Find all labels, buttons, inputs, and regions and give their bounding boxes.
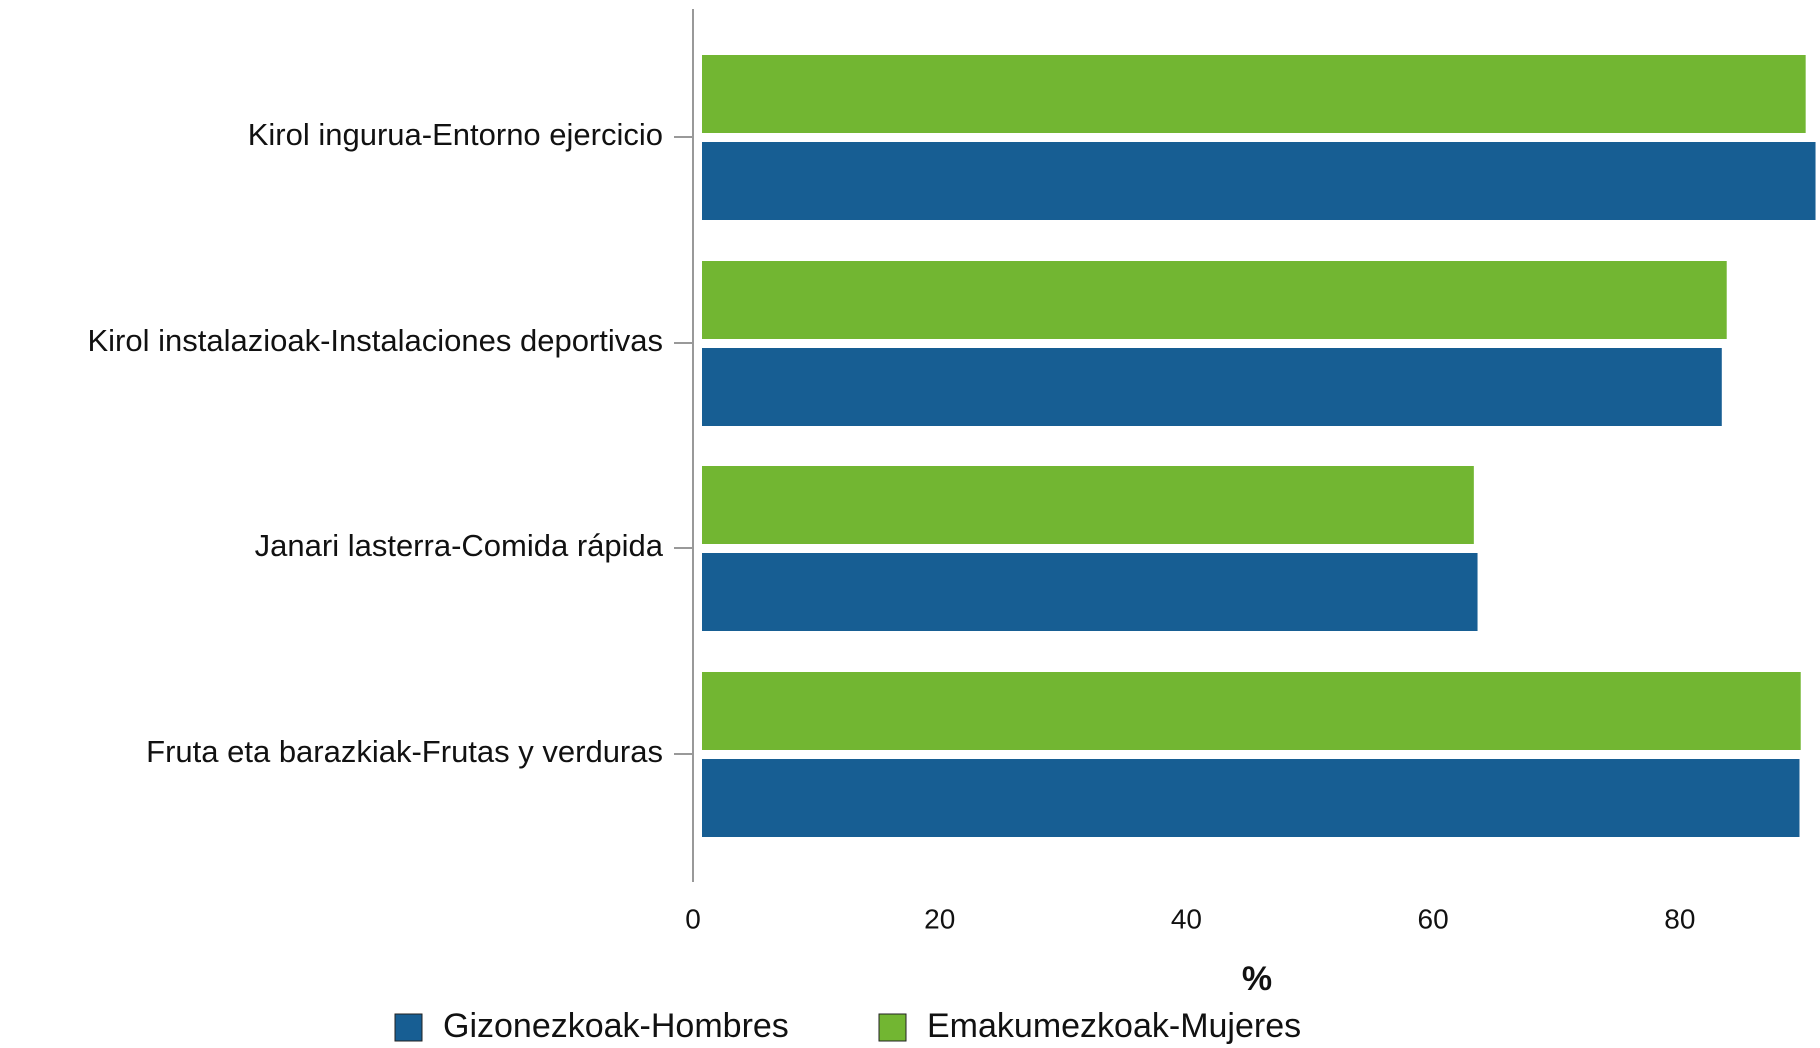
bar [702,142,1816,220]
bar [702,466,1474,544]
bar [702,672,1801,750]
y-tick-label: Janari lasterra-Comida rápida [255,528,664,563]
legend-label: Emakumezkoak-Mujeres [927,1007,1301,1045]
legend-label: Gizonezkoak-Hombres [443,1007,789,1045]
x-tick-label: 80 [1664,903,1695,934]
x-tick-label: 0 [685,903,701,934]
legend-swatch [394,1013,423,1042]
y-tick-label: Kirol instalazioak-Instalaciones deporti… [87,323,663,358]
x-tick-label: 20 [924,903,955,934]
x-axis-label: % [1242,960,1272,998]
y-tick-label: Fruta eta barazkiak-Frutas y verduras [146,734,663,769]
x-tick-label: 40 [1171,903,1202,934]
bar [702,55,1806,133]
bar [702,261,1727,339]
legend-swatch [878,1013,907,1042]
bar [702,759,1800,837]
y-tick-label: Kirol ingurua-Entorno ejercicio [248,117,663,152]
bar [702,553,1478,631]
x-tick-label: 60 [1418,903,1449,934]
bar [702,348,1722,426]
